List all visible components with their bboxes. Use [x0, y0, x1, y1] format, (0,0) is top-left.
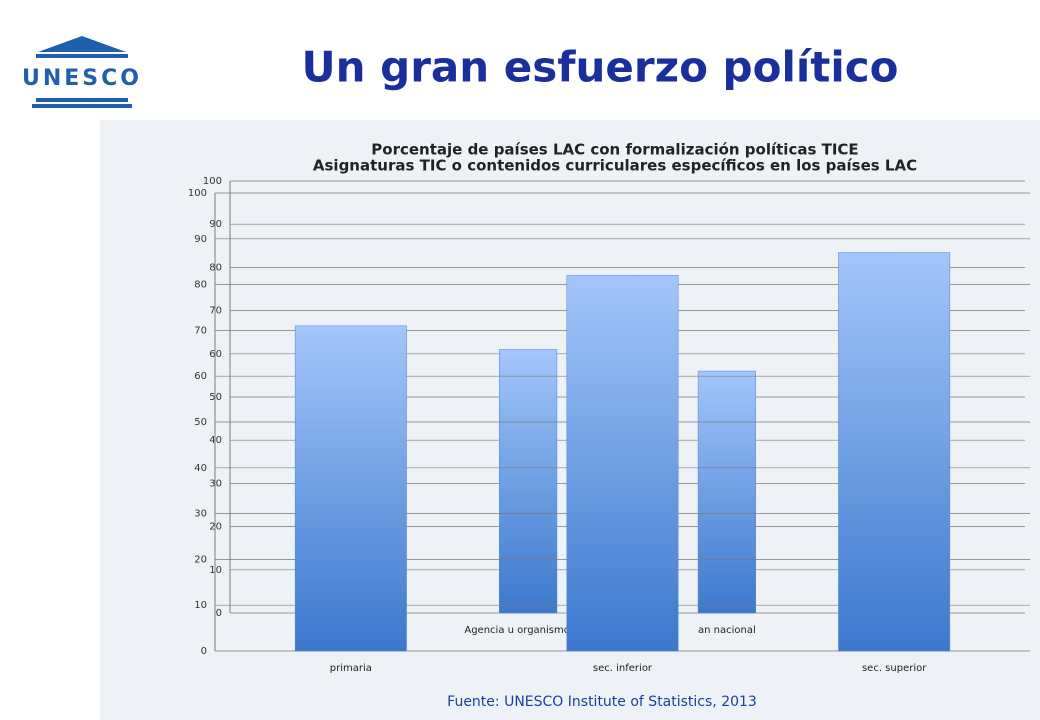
y-tick-label: 60 [209, 349, 222, 360]
y-tick-label: 90 [209, 219, 222, 230]
source: Fuente: UNESCO Institute of Statistics, … [447, 694, 757, 710]
bar [838, 252, 951, 652]
y-tick-label: 100 [203, 176, 222, 187]
bar [499, 349, 558, 614]
y-tick-label: 0 [216, 608, 222, 619]
slide-title: Un gran esfuerzo político [302, 43, 899, 92]
x-tick-label: Agencia u organismo ded [464, 625, 592, 636]
chart-title: Asignaturas TIC o contenidos curriculare… [313, 157, 917, 175]
y-tick-label: 100 [188, 188, 207, 199]
y-tick-label: 70 [194, 325, 207, 336]
y-tick-label: 10 [194, 600, 207, 611]
y-tick-label: 20 [194, 554, 207, 565]
y-tick-label: 50 [194, 417, 207, 428]
bar [697, 370, 756, 614]
x-tick-label: primaria [330, 663, 372, 674]
y-tick-label: 90 [194, 234, 207, 245]
x-tick-label: sec. inferior [593, 663, 653, 674]
y-tick-label: 30 [209, 478, 222, 489]
bar [294, 325, 407, 652]
y-tick-label: 40 [194, 463, 207, 474]
y-tick-label: 10 [209, 565, 222, 576]
y-tick-label: 70 [209, 306, 222, 317]
y-tick-label: 30 [194, 509, 207, 520]
y-tick-label: 50 [209, 392, 222, 403]
y-tick-label: 20 [209, 522, 222, 533]
logo-text: UNESCO [22, 66, 142, 91]
chart-title: Porcentaje de países LAC con formalizaci… [371, 141, 858, 159]
y-tick-label: 80 [209, 262, 222, 273]
bar [566, 275, 679, 652]
y-tick-label: 60 [194, 371, 207, 382]
x-tick-label: an nacional [698, 625, 756, 636]
y-tick-label: 0 [201, 646, 207, 657]
y-tick-label: 80 [194, 280, 207, 291]
x-tick-label: sec. superior [862, 663, 927, 674]
y-tick-label: 40 [209, 435, 222, 446]
unesco-logo: UNESCO [22, 36, 142, 108]
